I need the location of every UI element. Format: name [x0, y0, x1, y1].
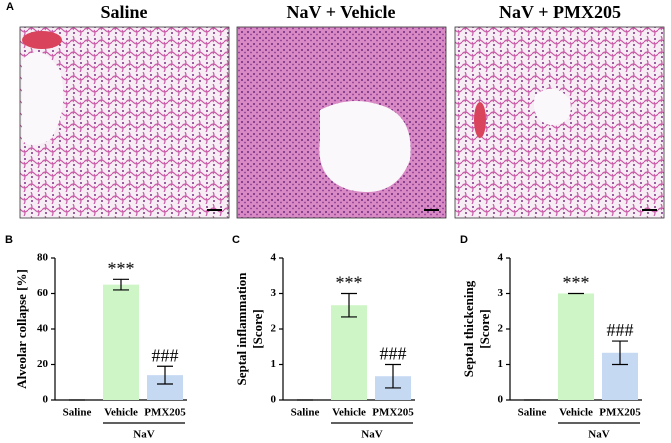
bar — [331, 305, 367, 400]
y-tick-label: 4 — [498, 252, 504, 264]
image-title: NaV + PMX205 — [499, 2, 621, 22]
y-tick-label: 1 — [498, 358, 504, 370]
y-tick-label: 60 — [37, 287, 49, 299]
error-bar — [385, 363, 401, 389]
y-tick-label: 2 — [271, 323, 277, 335]
y-tick-label: 1 — [271, 358, 277, 370]
y-tick-label: 80 — [37, 252, 49, 264]
significance: *** — [108, 258, 135, 278]
x-tick-label: Vehicle — [332, 407, 366, 419]
error-bar — [157, 365, 173, 385]
y-tick-label: 2 — [498, 323, 504, 335]
y-tick-label: 0 — [498, 394, 504, 406]
y-tick-label: 3 — [271, 287, 277, 299]
bar — [558, 293, 594, 400]
x-tick-label: Saline — [291, 407, 320, 419]
y-tick-label: 0 — [271, 394, 277, 406]
group-label: NaV — [133, 429, 154, 441]
x-tick-label: Saline — [518, 407, 547, 419]
significance: *** — [563, 273, 590, 293]
airway — [319, 101, 411, 192]
error-bar — [341, 292, 357, 318]
y-tick-label: 0 — [43, 394, 49, 406]
group-label: NaV — [588, 429, 609, 441]
error-bar — [612, 340, 628, 366]
significance: *** — [336, 273, 363, 293]
significance: ### — [380, 344, 407, 364]
airway — [534, 88, 571, 125]
significance: ### — [607, 320, 634, 340]
x-tick-label: Vehicle — [559, 407, 593, 419]
y-axis-label: Septal thickening — [461, 280, 476, 377]
panel-label: C — [232, 234, 240, 246]
y-tick-label: 20 — [37, 358, 49, 370]
bar — [103, 284, 139, 400]
image-title: NaV + Vehicle — [287, 2, 396, 22]
image-title: Saline — [100, 2, 147, 22]
group-label: NaV — [361, 429, 382, 441]
panel-label: A — [6, 1, 14, 13]
y-axis-label: [Score] — [250, 309, 265, 348]
airway — [22, 52, 64, 145]
histology-images — [19, 26, 665, 219]
y-axis-label: [Score] — [477, 309, 492, 348]
significance: ### — [152, 345, 179, 365]
panel-label: B — [5, 234, 13, 246]
y-axis-label: Alveolar collapse [%] — [14, 269, 29, 389]
y-tick-label: 40 — [37, 323, 49, 335]
y-tick-label: 4 — [271, 252, 277, 264]
x-tick-label: PMX205 — [144, 407, 186, 419]
x-tick-label: Saline — [63, 407, 92, 419]
x-tick-label: PMX205 — [372, 407, 414, 419]
y-axis-label: Septal inflammation — [234, 272, 249, 386]
error-bar — [113, 278, 129, 291]
y-tick-label: 3 — [498, 287, 504, 299]
vessel — [474, 102, 486, 138]
panel-label: D — [460, 234, 468, 246]
x-tick-label: PMX205 — [599, 407, 641, 419]
x-tick-label: Vehicle — [104, 407, 138, 419]
vessel — [22, 31, 62, 49]
